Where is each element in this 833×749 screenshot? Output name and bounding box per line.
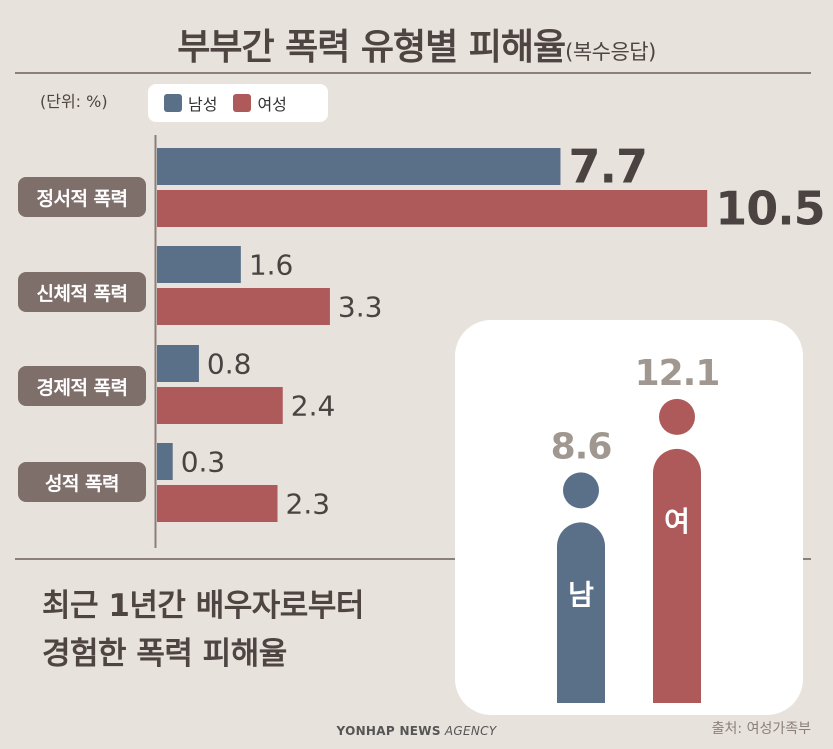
legend-label-male: 남성 [188, 95, 218, 114]
legend: 남성 여성 [148, 84, 328, 122]
bar-male-0 [157, 148, 561, 185]
value-label-male-0: 7.7 [568, 140, 647, 194]
unit-label: (단위: %) [40, 92, 108, 111]
panel-title-line-1: 최근 1년간 배우자로부터 [42, 588, 364, 624]
legend-swatch-male [164, 94, 182, 112]
value-label-female-0: 10.5 [715, 182, 825, 236]
category-label-sexual: 성적 폭력 [18, 462, 146, 502]
legend-item-male: 남성 [164, 91, 217, 115]
bar-female-0 [157, 190, 708, 227]
value-label-male-2: 0.8 [207, 348, 252, 381]
legend-item-female: 여성 [233, 91, 287, 115]
category-label-physical: 신체적 폭력 [18, 272, 146, 312]
chart-title: 부부간 폭력 유형별 피해율(복수응답) [177, 27, 656, 68]
value-label-female-2: 2.4 [291, 390, 336, 423]
bar-chart: 7.7 10.5 1.6 3.3 0.8 2.4 0.3 2.3 [154, 135, 826, 548]
section-divider [15, 558, 811, 560]
category-label-economic: 경제적 폭력 [18, 366, 146, 406]
bar-male-2 [157, 345, 199, 382]
value-label-male-3: 0.3 [181, 446, 226, 479]
panel-title-line-2: 경험한 폭력 피해율 [42, 636, 287, 672]
bar-male-1 [157, 246, 241, 283]
title-divider [15, 72, 811, 74]
category-label-emotional: 정서적 폭력 [18, 177, 146, 217]
bar-female-2 [157, 387, 283, 424]
legend-swatch-female [233, 94, 252, 112]
value-label-female-1: 3.3 [338, 291, 383, 324]
legend-label-female: 여성 [257, 95, 287, 114]
value-label-female-3: 2.3 [286, 488, 331, 521]
comparison-panel [455, 320, 803, 715]
value-label-male-1: 1.6 [249, 249, 294, 282]
bar-female-3 [157, 485, 278, 522]
bar-male-3 [157, 443, 173, 480]
bar-female-1 [157, 288, 330, 325]
panel-title: 최근 1년간 배우자로부터 경험한 폭력 피해율 [42, 582, 364, 678]
source-label: 출처: 여성가족부 [711, 721, 811, 737]
agency-logo: YONHAP NEWS AGENCY [336, 724, 497, 738]
